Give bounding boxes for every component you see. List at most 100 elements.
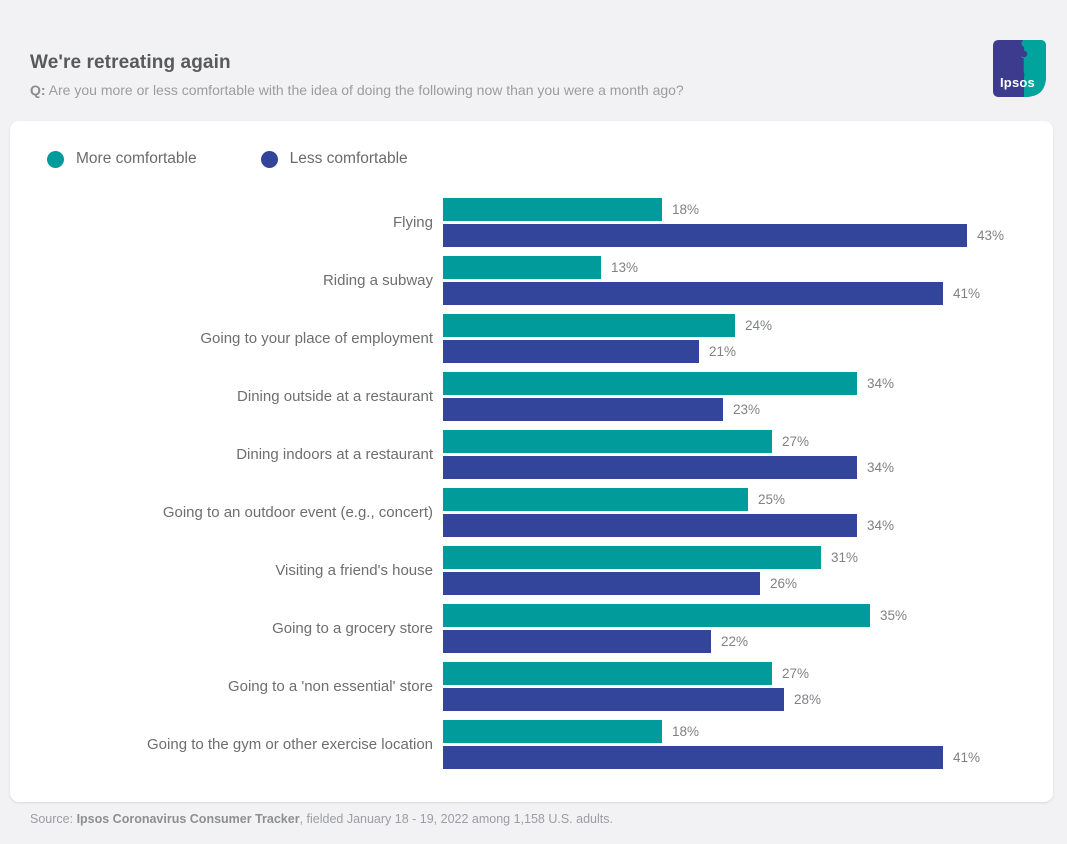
bar-line-less: 34% [443, 514, 1053, 537]
grouped-bar-chart: Flying 18% 43% Riding a subway 13% [10, 198, 1053, 778]
category-label: Dining indoors at a restaurant [236, 446, 433, 463]
bar-pair: 18% 43% [443, 198, 1053, 247]
bar-less-comfortable [443, 630, 711, 653]
bar-line-more: 18% [443, 720, 1053, 743]
value-label-more: 18% [672, 724, 700, 739]
bar-pair: 18% 41% [443, 720, 1053, 769]
value-label-less: 23% [733, 402, 761, 417]
bar-line-less: 28% [443, 688, 1053, 711]
bar-more-comfortable [443, 198, 662, 221]
value-label-more: 18% [672, 202, 700, 217]
bar-line-more: 34% [443, 372, 1053, 395]
value-label-less: 34% [867, 460, 895, 475]
bar-less-comfortable [443, 514, 857, 537]
bar-less-comfortable [443, 398, 723, 421]
bar-line-more: 27% [443, 430, 1053, 453]
value-label-more: 13% [611, 260, 639, 275]
bar-line-less: 41% [443, 282, 1053, 305]
value-label-less: 43% [977, 228, 1005, 243]
bar-line-less: 41% [443, 746, 1053, 769]
category-label: Flying [392, 214, 433, 231]
source-prefix: Source: [30, 812, 77, 826]
value-label-more: 24% [745, 318, 773, 333]
legend-label-more: More comfortable [76, 150, 197, 167]
category-label: Going to a grocery store [272, 620, 433, 637]
bar-more-comfortable [443, 488, 748, 511]
value-label-more: 34% [867, 376, 895, 391]
bar-line-more: 13% [443, 256, 1053, 279]
bar-line-less: 21% [443, 340, 1053, 363]
chart-row: Dining outside at a restaurant 34% 23% [10, 372, 1053, 421]
bar-pair: 35% 22% [443, 604, 1053, 653]
bar-pair: 25% 34% [443, 488, 1053, 537]
bar-line-less: 43% [443, 224, 1053, 247]
bar-pair: 27% 34% [443, 430, 1053, 479]
chart-row: Going to a grocery store 35% 22% [10, 604, 1053, 653]
report-header: We're retreating again Q: Are you more o… [30, 52, 947, 98]
bar-more-comfortable [443, 430, 772, 453]
bar-pair: 31% 26% [443, 546, 1053, 595]
question-text: Q: Are you more or less comfortable with… [30, 82, 947, 98]
value-label-less: 41% [953, 750, 981, 765]
bar-less-comfortable [443, 282, 943, 305]
chart-row: Flying 18% 43% [10, 198, 1053, 247]
chart-row: Going to an outdoor event (e.g., concert… [10, 488, 1053, 537]
category-label: Going to an outdoor event (e.g., concert… [162, 504, 433, 521]
bar-more-comfortable [443, 314, 735, 337]
legend: More comfortable Less comfortable [47, 150, 408, 168]
value-label-less: 28% [794, 692, 822, 707]
bar-line-less: 34% [443, 456, 1053, 479]
bar-line-less: 23% [443, 398, 1053, 421]
bar-line-less: 22% [443, 630, 1053, 653]
value-label-more: 27% [782, 434, 810, 449]
category-label: Going to a 'non essential' store [227, 678, 433, 695]
chart-row: Going to the gym or other exercise locat… [10, 720, 1053, 769]
chart-row: Going to a 'non essential' store 27% 28% [10, 662, 1053, 711]
value-label-more: 31% [831, 550, 859, 565]
chart-card: More comfortable Less comfortable Flying… [10, 121, 1053, 802]
bar-line-more: 18% [443, 198, 1053, 221]
bar-pair: 34% 23% [443, 372, 1053, 421]
bar-less-comfortable [443, 456, 857, 479]
legend-label-less: Less comfortable [289, 150, 408, 167]
bar-less-comfortable [443, 572, 760, 595]
ipsos-logo: Ipsos [993, 40, 1046, 97]
ipsos-logo-icon [993, 40, 1046, 97]
bar-more-comfortable [443, 546, 821, 569]
category-label: Visiting a friend's house [275, 562, 433, 579]
bar-more-comfortable [443, 720, 662, 743]
value-label-less: 26% [770, 576, 798, 591]
question-label: Q: [30, 82, 46, 98]
value-label-less: 21% [709, 344, 737, 359]
bar-more-comfortable [443, 662, 772, 685]
value-label-less: 41% [953, 286, 981, 301]
bar-more-comfortable [443, 604, 870, 627]
category-label: Going to the gym or other exercise locat… [147, 736, 433, 753]
category-label: Dining outside at a restaurant [237, 388, 433, 405]
page-title: We're retreating again [30, 52, 231, 73]
source-details: , fielded January 18 - 19, 2022 among 1,… [299, 812, 613, 826]
category-label: Going to your place of employment [200, 330, 433, 347]
bar-less-comfortable [443, 340, 699, 363]
bar-less-comfortable [443, 746, 943, 769]
value-label-more: 25% [758, 492, 786, 507]
bar-line-less: 26% [443, 572, 1053, 595]
source-note: Source: Ipsos Coronavirus Consumer Track… [30, 812, 613, 826]
legend-dot-more-icon [47, 150, 64, 168]
value-label-more: 27% [782, 666, 810, 681]
chart-row: Dining indoors at a restaurant 27% 34% [10, 430, 1053, 479]
chart-row: Visiting a friend's house 31% 26% [10, 546, 1053, 595]
source-tracker-name: Ipsos Coronavirus Consumer Tracker [76, 812, 300, 826]
value-label-less: 34% [867, 518, 895, 533]
chart-row: Going to your place of employment 24% 21… [10, 314, 1053, 363]
question-body: Are you more or less comfortable with th… [45, 82, 684, 98]
bar-line-more: 31% [443, 546, 1053, 569]
bar-line-more: 35% [443, 604, 1053, 627]
bar-less-comfortable [443, 688, 784, 711]
bar-line-more: 27% [443, 662, 1053, 685]
bar-line-more: 25% [443, 488, 1053, 511]
bar-pair: 13% 41% [443, 256, 1053, 305]
bar-less-comfortable [443, 224, 967, 247]
legend-item-less-comfortable: Less comfortable [260, 150, 408, 168]
bar-more-comfortable [443, 256, 601, 279]
